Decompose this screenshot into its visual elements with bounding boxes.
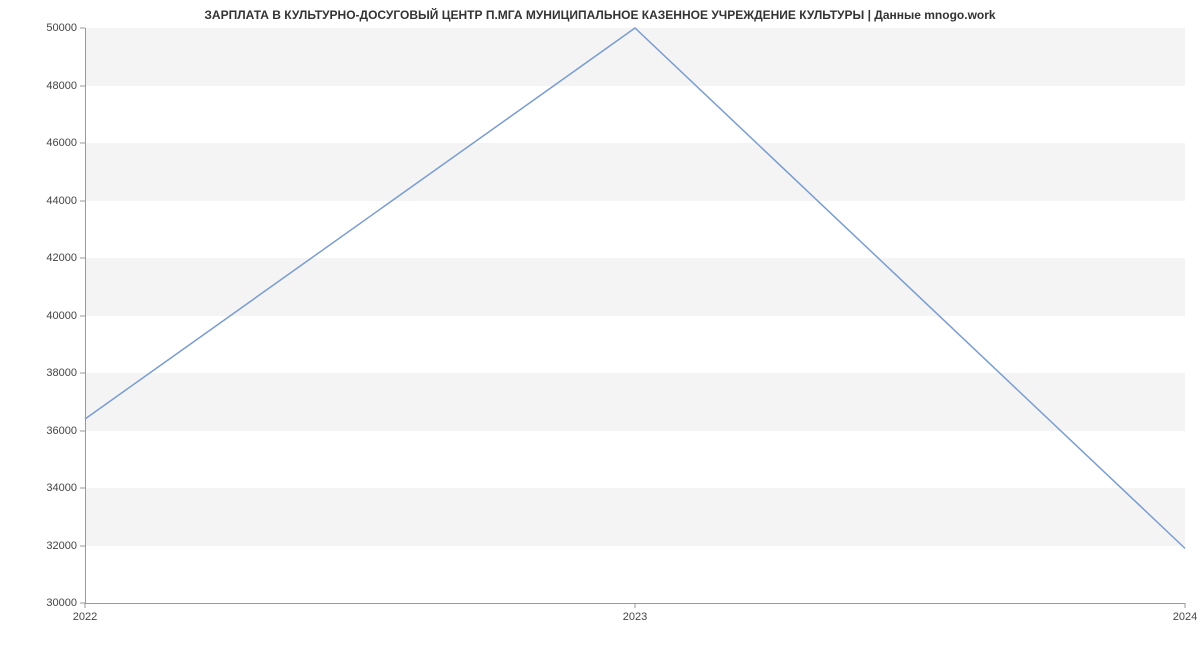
y-tick-label: 50000 bbox=[46, 22, 77, 34]
y-tick-label: 40000 bbox=[46, 310, 77, 322]
y-tick-mark bbox=[80, 200, 85, 201]
y-tick-label: 36000 bbox=[46, 425, 77, 437]
y-tick-label: 46000 bbox=[46, 137, 77, 149]
x-tick-label: 2024 bbox=[1173, 611, 1197, 623]
chart-line-layer bbox=[85, 28, 1185, 603]
y-tick-mark bbox=[80, 28, 85, 29]
y-tick-mark bbox=[80, 430, 85, 431]
y-tick-mark bbox=[80, 488, 85, 489]
y-tick-mark bbox=[80, 315, 85, 316]
chart-plot-area: 3000032000340003600038000400004200044000… bbox=[85, 28, 1185, 603]
x-tick-label: 2022 bbox=[73, 611, 97, 623]
y-tick-label: 30000 bbox=[46, 597, 77, 609]
y-tick-mark bbox=[80, 85, 85, 86]
x-tick-label: 2023 bbox=[623, 611, 647, 623]
x-tick-mark bbox=[635, 603, 636, 608]
x-tick-mark bbox=[1185, 603, 1186, 608]
chart-title: ЗАРПЛАТА В КУЛЬТУРНО-ДОСУГОВЫЙ ЦЕНТР П.М… bbox=[0, 8, 1200, 22]
y-tick-label: 42000 bbox=[46, 252, 77, 264]
y-tick-label: 32000 bbox=[46, 540, 77, 552]
x-tick-mark bbox=[85, 603, 86, 608]
y-tick-label: 38000 bbox=[46, 367, 77, 379]
salary-line-series bbox=[85, 28, 1185, 548]
y-tick-label: 34000 bbox=[46, 482, 77, 494]
y-tick-mark bbox=[80, 373, 85, 374]
y-tick-label: 44000 bbox=[46, 195, 77, 207]
y-tick-label: 48000 bbox=[46, 80, 77, 92]
y-tick-mark bbox=[80, 258, 85, 259]
y-tick-mark bbox=[80, 545, 85, 546]
y-tick-mark bbox=[80, 143, 85, 144]
